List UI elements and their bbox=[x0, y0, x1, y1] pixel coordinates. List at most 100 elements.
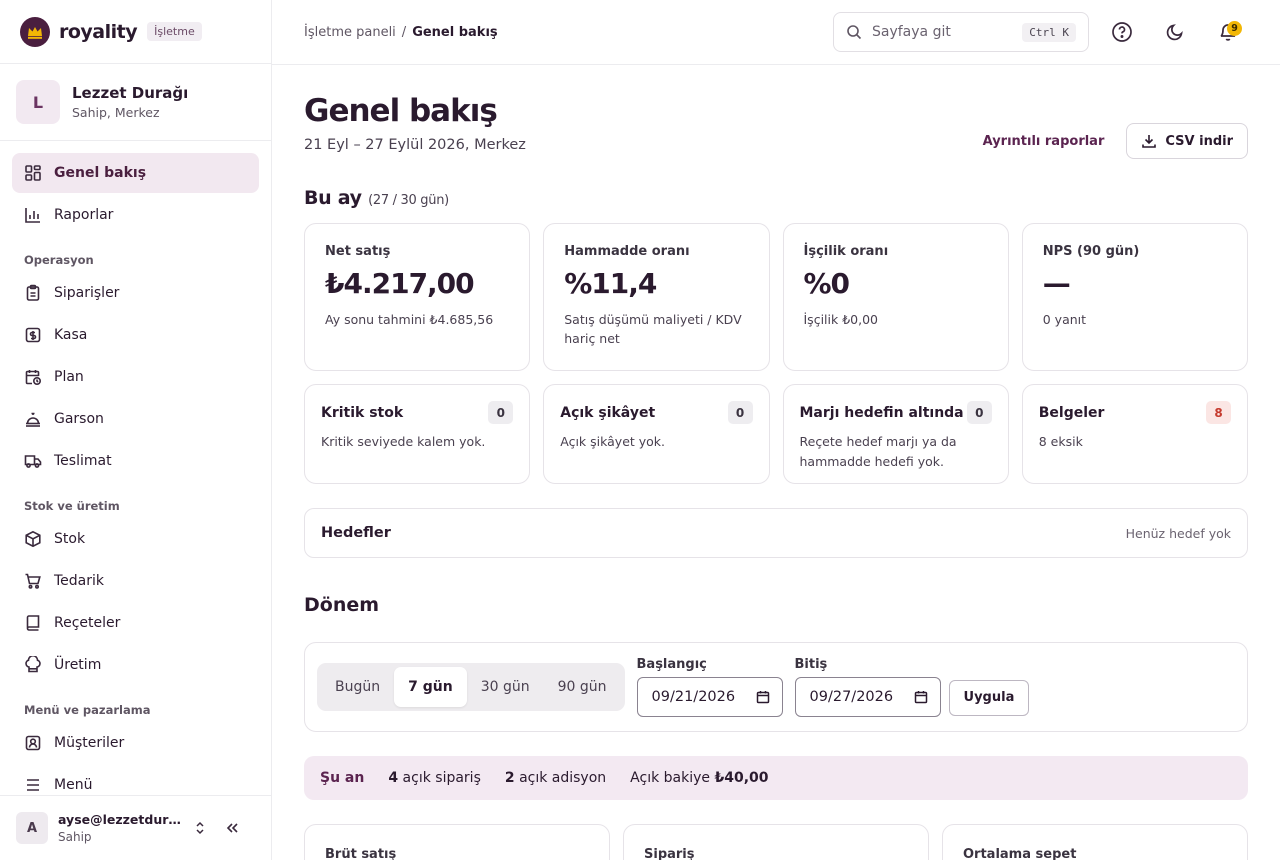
sidebar-item-reports[interactable]: Raporlar bbox=[12, 195, 259, 235]
segment-7-days[interactable]: 7 gün bbox=[394, 667, 467, 707]
end-date-input[interactable]: 09/27/2026 bbox=[794, 677, 941, 717]
collapse-sidebar-icon[interactable] bbox=[216, 812, 248, 844]
search-placeholder: Sayfaya git bbox=[872, 24, 951, 40]
search-icon bbox=[847, 25, 862, 40]
help-icon[interactable] bbox=[1102, 12, 1142, 52]
stat-card-gross-sales[interactable]: Brüt satış bbox=[304, 824, 610, 860]
sidebar-item-plan[interactable]: Plan bbox=[12, 357, 259, 397]
alert-card-critical-stock[interactable]: Kritik stok 0 Kritik seviyede kalem yok. bbox=[304, 384, 531, 484]
alert-card-low-margin[interactable]: Marjı hedefin altında 0 Reçete hedef mar… bbox=[782, 384, 1009, 484]
alert-title: Belgeler bbox=[1038, 404, 1105, 421]
sidebar-item-label: Teslimat bbox=[54, 453, 112, 469]
cart-icon bbox=[25, 573, 41, 589]
sidebar-item-cashier[interactable]: Kasa bbox=[12, 315, 259, 355]
alert-title: Açık şikâyet bbox=[560, 404, 656, 421]
count-badge: 0 bbox=[727, 401, 753, 424]
period-title: Dönem bbox=[304, 594, 380, 616]
grid-icon bbox=[25, 165, 41, 181]
csv-download-label: CSV indir bbox=[1165, 133, 1233, 149]
detailed-reports-link[interactable]: Ayrıntılı raporlar bbox=[982, 133, 1105, 149]
start-date-input[interactable]: 09/21/2026 bbox=[636, 677, 783, 717]
org-name: Lezzet Durağı bbox=[72, 84, 189, 102]
kpi-label: Net satış bbox=[325, 244, 391, 259]
month-title: Bu ay bbox=[304, 187, 362, 209]
alert-card-open-complaints[interactable]: Açık şikâyet 0 Açık şikâyet yok. bbox=[543, 384, 770, 484]
start-date-label: Başlangıç bbox=[636, 657, 707, 672]
bell-icon[interactable]: 9 bbox=[1208, 12, 1248, 52]
sidebar-item-label: Garson bbox=[54, 411, 104, 427]
kpi-label: NPS (90 gün) bbox=[1042, 244, 1140, 259]
sidebar-item-overview[interactable]: Genel bakış bbox=[12, 153, 259, 193]
calendar-icon[interactable] bbox=[756, 690, 770, 704]
sidebar-item-label: Tedarik bbox=[54, 573, 105, 589]
open-orders-stat: 4 açık sipariş bbox=[388, 770, 481, 786]
open-tickets-count: 2 bbox=[504, 770, 515, 786]
segment-30-days[interactable]: 30 gün bbox=[480, 679, 530, 695]
sidebar-item-procurement[interactable]: Tedarik bbox=[12, 561, 259, 601]
sidebar-item-customers[interactable]: Müşteriler bbox=[12, 723, 259, 763]
alert-text: Kritik seviyede kalem yok. bbox=[321, 434, 486, 449]
kpi-value: — bbox=[1042, 267, 1071, 300]
user-email: ayse@lezzetduragi.com bbox=[58, 812, 184, 827]
page-subtitle: 21 Eyl – 27 Eylül 2026, Merkez bbox=[304, 137, 526, 153]
org-switcher[interactable]: L Lezzet Durağı Sahip, Merkez bbox=[0, 64, 271, 141]
kpi-label: Hammadde oranı bbox=[564, 244, 690, 259]
sidebar-item-label: Kasa bbox=[54, 327, 88, 343]
download-icon bbox=[1142, 135, 1157, 148]
topbar: İşletme paneli / Genel bakış Sayfaya git C… bbox=[272, 0, 1280, 65]
kpi-value: %0 bbox=[803, 267, 851, 300]
box-icon bbox=[25, 530, 41, 548]
search-shortcut: Ctrl K bbox=[1022, 22, 1076, 42]
kpi-card-net-sales[interactable]: Net satış ₺4.217,00 Ay sonu tahmini ₺4.6… bbox=[304, 223, 531, 371]
calendar-icon[interactable] bbox=[914, 690, 928, 704]
sidebar-item-delivery[interactable]: Teslimat bbox=[12, 441, 259, 481]
user-menu[interactable]: A ayse@lezzetduragi.com Sahip bbox=[0, 795, 271, 860]
stat-card-orders[interactable]: Sipariş bbox=[623, 824, 929, 860]
sidebar-item-stock[interactable]: Stok bbox=[12, 519, 259, 559]
sidebar-item-waiter[interactable]: Garson bbox=[12, 399, 259, 439]
sidebar-item-label: Siparişler bbox=[54, 285, 120, 301]
alert-title: Kritik stok bbox=[321, 404, 404, 421]
chevrons-up-down-icon[interactable] bbox=[184, 812, 216, 844]
count-badge: 8 bbox=[1206, 401, 1231, 424]
alert-text: 8 eksik bbox=[1038, 434, 1083, 449]
breadcrumb-root[interactable]: İşletme paneli bbox=[304, 24, 396, 40]
cash-register-icon bbox=[25, 327, 41, 343]
sidebar-item-label: Plan bbox=[54, 369, 84, 385]
kpi-value: %11,4 bbox=[564, 267, 657, 300]
chef-hat-icon bbox=[25, 656, 41, 673]
search-input[interactable]: Sayfaya git Ctrl K bbox=[833, 12, 1089, 52]
segment-90-days[interactable]: 90 gün bbox=[557, 679, 607, 695]
open-balance-label: Açık bakiye bbox=[630, 770, 711, 786]
nav-section-title: Menü ve pazarlama bbox=[24, 703, 151, 717]
goals-empty-text: Henüz hedef yok bbox=[1125, 525, 1231, 541]
brand: royality İşletme bbox=[0, 0, 271, 64]
org-role: Sahip, Merkez bbox=[72, 105, 160, 120]
segment-today[interactable]: Bugün bbox=[335, 679, 381, 695]
contact-card-icon bbox=[25, 735, 41, 751]
truck-icon bbox=[24, 455, 42, 468]
alert-card-documents[interactable]: Belgeler 8 8 eksik bbox=[1021, 384, 1248, 484]
open-balance-value: ₺40,00 bbox=[714, 770, 769, 786]
kpi-value: ₺4.217,00 bbox=[325, 267, 475, 300]
sidebar-item-label: Menü bbox=[54, 777, 93, 793]
apply-button[interactable]: Uygula bbox=[948, 679, 1030, 716]
moon-icon[interactable] bbox=[1155, 12, 1195, 52]
kpi-card-labor-cost[interactable]: İşçilik oranı %0 İşçilik ₺0,00 bbox=[782, 223, 1009, 371]
period-segmented-control: Bugün 7 gün 30 gün 90 gün bbox=[317, 663, 625, 711]
sidebar-item-recipes[interactable]: Reçeteler bbox=[12, 603, 259, 643]
stat-card-avg-basket[interactable]: Ortalama sepet bbox=[942, 824, 1248, 860]
kpi-card-food-cost[interactable]: Hammadde oranı %11,4 Satış düşümü maliye… bbox=[543, 223, 770, 371]
goals-title: Hedefler bbox=[321, 525, 391, 541]
crown-logo-icon[interactable] bbox=[20, 16, 50, 47]
breadcrumb-separator: / bbox=[401, 24, 407, 40]
sidebar-item-production[interactable]: Üretim bbox=[12, 645, 259, 685]
sidebar-item-orders[interactable]: Siparişler bbox=[12, 273, 259, 313]
brand-badge: İşletme bbox=[147, 22, 202, 41]
sidebar-item-menu[interactable]: Menü bbox=[12, 765, 259, 795]
end-date-field: Bitiş 09/27/2026 bbox=[794, 657, 941, 717]
org-avatar: L bbox=[16, 80, 60, 124]
kpi-card-nps[interactable]: NPS (90 gün) — 0 yanıt bbox=[1021, 223, 1248, 371]
goals-card[interactable]: Hedefler Henüz hedef yok bbox=[304, 508, 1248, 558]
csv-download-button[interactable]: CSV indir bbox=[1126, 123, 1248, 159]
